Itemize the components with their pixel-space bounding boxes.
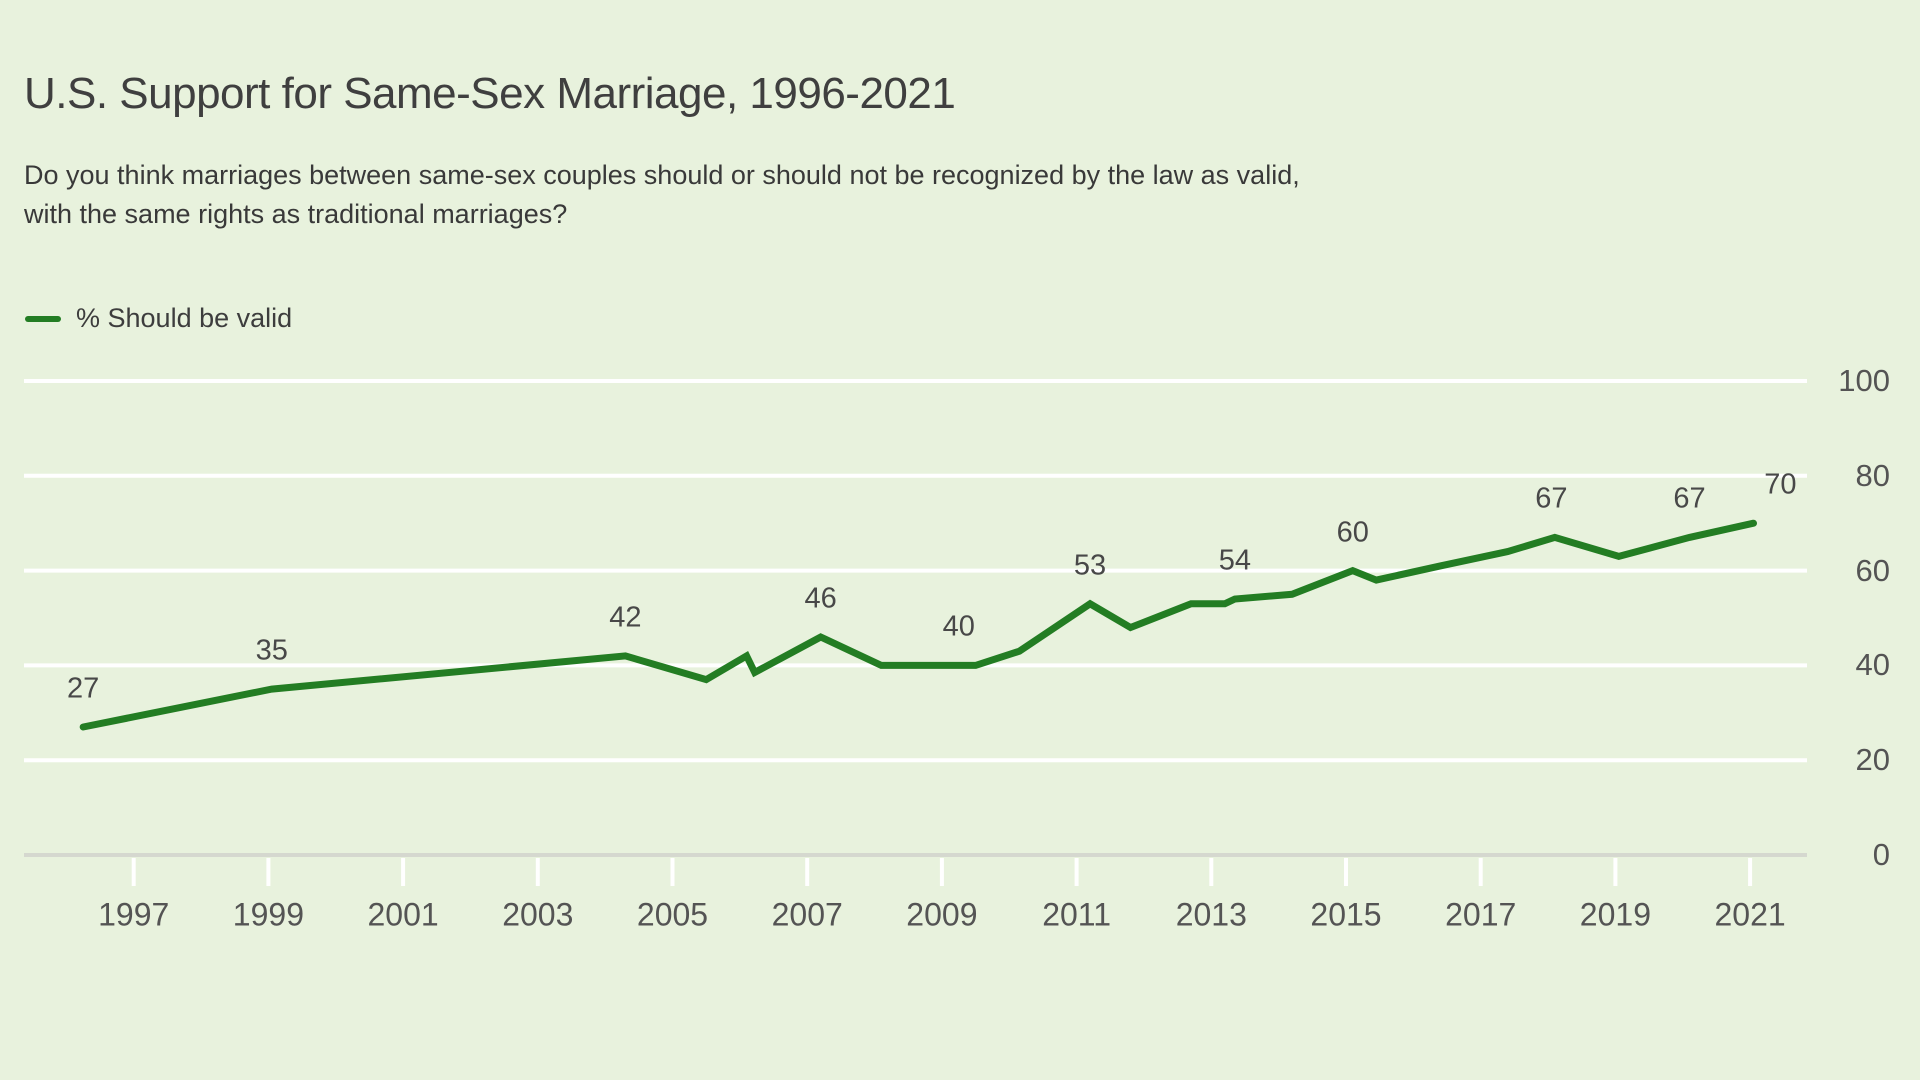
legend-label: % Should be valid (76, 303, 293, 333)
x-axis-label-2003: 2003 (502, 896, 574, 933)
data-label-35-1: 35 (255, 634, 288, 667)
x-axis-label-2005: 2005 (636, 896, 709, 933)
y-axis-label-0: 0 (1872, 837, 1890, 872)
chart-title: U.S. Support for Same-Sex Marriage, 1996… (24, 69, 956, 118)
x-axis-label-2017: 2017 (1445, 896, 1517, 933)
data-label-42-2: 42 (609, 601, 642, 634)
y-axis-label-20: 20 (1855, 742, 1890, 778)
y-axis-label-60: 60 (1855, 552, 1890, 588)
data-label-53-5: 53 (1073, 549, 1107, 582)
data-label-54-6: 54 (1218, 544, 1251, 577)
x-axis-label-2007: 2007 (771, 896, 843, 933)
subtitle-line-2: with the same rights as traditional marr… (24, 199, 568, 229)
x-axis-label-2009: 2009 (906, 896, 978, 933)
data-label-60-7: 60 (1336, 516, 1369, 549)
x-axis-label-2019: 2019 (1579, 896, 1651, 933)
x-axis-label-2001: 2001 (367, 896, 439, 933)
data-label-40-4: 40 (942, 610, 975, 643)
x-axis-label-1999: 1999 (232, 896, 304, 933)
y-axis-label-80: 80 (1855, 457, 1890, 493)
x-axis-label-1997: 1997 (98, 896, 170, 933)
chart-subtitle: Do you think marriages between same-sex … (24, 156, 1300, 234)
data-label-70-10: 70 (1764, 468, 1797, 501)
x-axis-label-2015: 2015 (1310, 896, 1382, 933)
x-axis-label-2011: 2011 (1042, 896, 1111, 933)
x-axis-label-2013: 2013 (1175, 896, 1247, 933)
legend-line-swatch (25, 315, 61, 322)
subtitle-line-1: Do you think marriages between same-sex … (24, 160, 1300, 190)
data-label-67-9: 67 (1673, 482, 1706, 515)
data-label-46-3: 46 (804, 582, 837, 615)
data-label-67-8: 67 (1535, 482, 1568, 515)
x-axis-label-2021: 2021 (1714, 896, 1786, 933)
trend-line (79, 519, 1757, 731)
y-axis-label-40: 40 (1855, 647, 1890, 683)
legend: % Should be valid (25, 303, 292, 334)
data-label-27-0: 27 (67, 672, 100, 705)
y-axis-label-100: 100 (1838, 363, 1890, 398)
